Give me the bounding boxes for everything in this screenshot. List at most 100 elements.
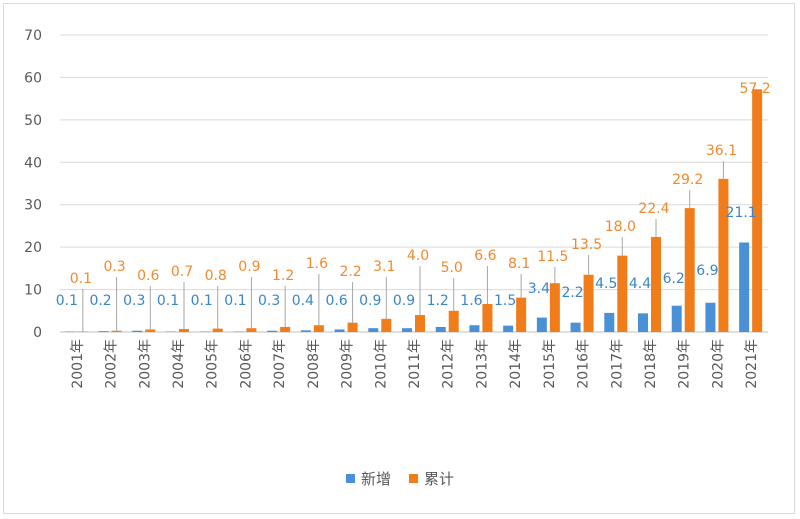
x-tick-label: 2001年 [70,339,86,389]
data-label-cumulative: 0.3 [103,259,125,275]
data-label-cumulative: 18.0 [605,219,636,235]
x-tick-label: 2017年 [609,339,625,389]
x-tick-label: 2006年 [238,339,254,389]
data-label-cumulative: 2.2 [339,264,361,280]
y-tick-label: 60 [24,70,42,86]
data-label-new: 0.9 [393,293,415,309]
data-label-new: 6.9 [696,263,718,279]
data-label-cumulative: 0.7 [171,264,193,280]
bar-new [435,326,446,332]
bar-cumulative [111,330,122,332]
legend-label-new: 新增 [360,470,391,488]
data-label-cumulative: 57.2 [740,81,771,97]
data-label-cumulative: 29.2 [672,172,703,188]
bar-new [671,305,682,332]
data-label-new: 0.1 [56,293,78,309]
bar-cumulative [212,328,223,332]
bar-cumulative [482,303,493,332]
data-label-new: 0.3 [258,293,280,309]
data-label-new: 0.3 [123,293,145,309]
bar-cumulative [684,208,695,332]
data-label-new: 0.1 [157,293,179,309]
data-label-cumulative: 4.0 [407,248,429,264]
legend: 新增 累计 [0,468,800,489]
bar-cumulative [516,297,527,332]
x-tick-label: 2020年 [710,339,726,389]
bar-new [604,312,615,332]
data-label-new: 0.1 [191,293,213,309]
bar-cumulative [381,318,392,332]
bar-new [638,313,648,332]
legend-swatch-new [345,474,355,483]
bar-new [267,330,278,332]
x-tick-label: 2008年 [306,339,322,389]
x-tick-label: 2011年 [407,339,423,389]
data-label-cumulative: 1.6 [306,256,328,272]
bar-new [503,325,514,332]
x-tick-label: 2021年 [744,339,760,389]
bar-cumulative [583,274,594,332]
bar-new [334,329,345,332]
bar-new [300,330,311,332]
bar-new [469,325,480,332]
x-tick-label: 2003年 [137,339,153,389]
legend-swatch-cumulative [409,474,418,483]
bar-new [705,302,716,332]
data-label-cumulative: 8.1 [508,256,530,272]
x-tick-label: 2019年 [677,339,693,389]
bar-new [570,322,581,332]
x-tick-label: 2012年 [441,339,457,389]
data-label-new: 4.4 [629,276,651,292]
bar-new [402,328,412,332]
bar-cumulative [718,178,729,332]
data-label-cumulative: 3.1 [373,259,395,275]
bar-new [132,330,143,332]
x-tick-label: 2002年 [104,339,120,389]
legend-label-cumulative: 累计 [424,470,455,488]
y-tick-label: 30 [24,198,42,214]
data-label-new: 1.6 [460,293,482,309]
data-label-new: 1.2 [427,293,449,309]
data-label-cumulative: 36.1 [706,143,737,159]
x-tick-label: 2009年 [340,339,356,389]
legend-item-new: 新增 [345,468,391,489]
x-tick-label: 2004年 [171,339,187,389]
bar-new [98,331,109,332]
x-tick-label: 2013年 [474,339,490,389]
data-label-cumulative: 5.0 [441,260,463,276]
bar-cumulative [617,255,628,332]
x-tick-label: 2015年 [542,339,558,389]
bar-cumulative [549,283,560,332]
data-label-new: 0.1 [224,293,246,309]
data-label-cumulative: 13.5 [571,237,602,253]
bar-cumulative [347,322,358,332]
bar-cumulative [145,329,156,332]
data-label-new: 0.2 [89,293,111,309]
x-tick-label: 2005年 [205,339,221,389]
data-label-cumulative: 0.9 [238,259,260,275]
data-label-new: 2.2 [561,285,583,301]
x-tick-label: 2016年 [576,339,592,389]
data-label-cumulative: 0.6 [137,268,159,284]
data-label-cumulative: 1.2 [272,268,294,284]
data-label-new: 21.1 [726,205,757,221]
bar-cumulative [246,328,257,332]
bar-new [739,242,750,332]
y-tick-label: 50 [24,113,42,129]
data-label-cumulative: 0.1 [70,271,92,287]
data-label-new: 0.4 [292,293,314,309]
x-tick-label: 2014年 [508,339,524,389]
bar-cumulative [313,325,324,332]
y-tick-label: 20 [24,240,42,256]
bar-cumulative [752,89,763,333]
data-label-cumulative: 0.8 [205,268,227,284]
bar-new [368,328,379,332]
data-label-new: 3.4 [528,281,550,297]
y-tick-label: 0 [33,325,42,341]
data-label-new: 6.2 [663,271,685,287]
x-tick-label: 2007年 [272,339,288,389]
bar-cumulative [448,310,459,332]
data-label-new: 4.5 [595,276,617,292]
y-tick-label: 70 [24,28,42,44]
